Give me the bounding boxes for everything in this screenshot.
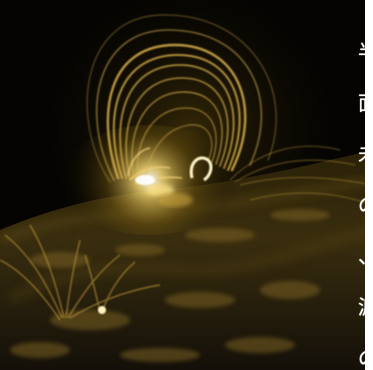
side-char: 未	[358, 142, 373, 166]
page-edge	[365, 0, 373, 370]
side-char: 、	[358, 244, 373, 268]
side-char: の	[358, 346, 373, 370]
side-char: 渡	[358, 295, 373, 319]
side-char: 面	[358, 91, 373, 115]
side-char: の	[358, 193, 373, 217]
vertical-text-column: 半 面 未 の 、 渡 の	[357, 40, 373, 370]
side-char: 半	[358, 40, 373, 64]
